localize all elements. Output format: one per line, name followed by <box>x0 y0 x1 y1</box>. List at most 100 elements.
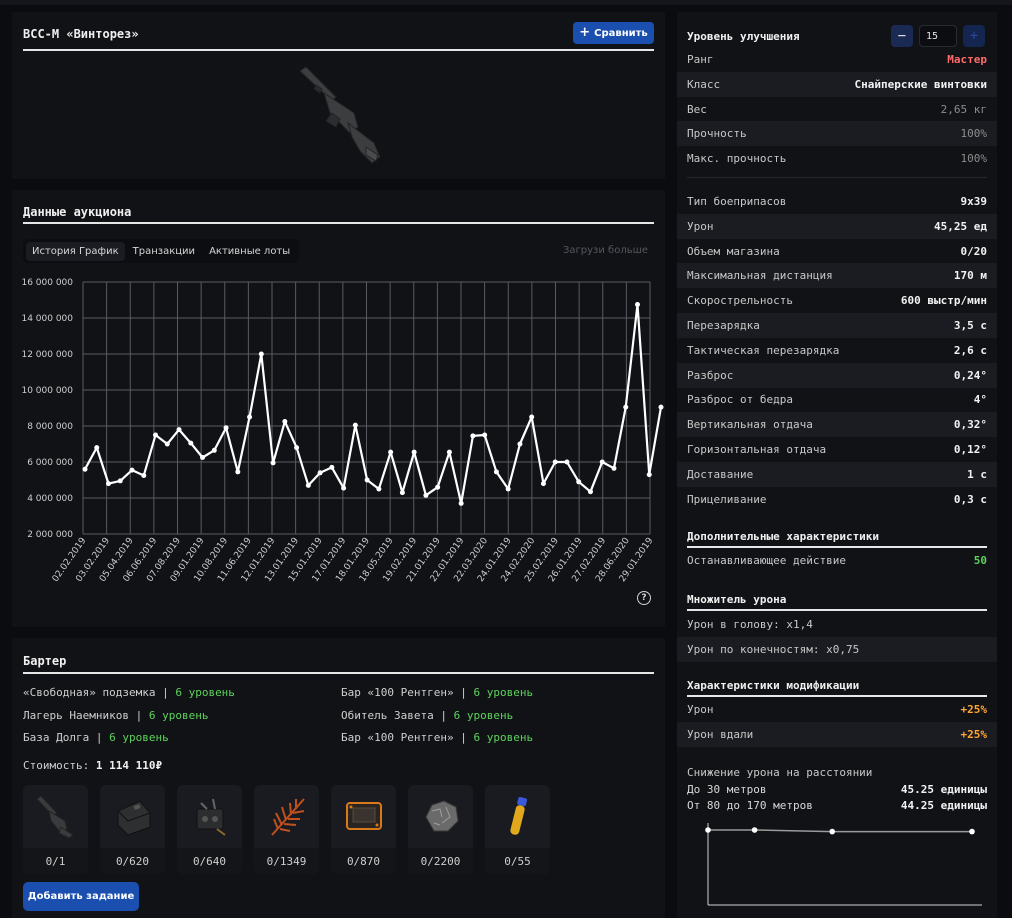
barter-item-fern[interactable]: 0/1349 <box>254 785 319 874</box>
price-line <box>84 303 663 505</box>
price-point <box>364 477 370 483</box>
price-point <box>552 459 558 465</box>
stat-row: Класс Снайперские винтовки <box>677 71 997 97</box>
price-point <box>611 465 617 471</box>
barter-location: Лагерь Наемников | 6 уровень <box>23 709 235 732</box>
ammo-box-icon <box>100 785 165 847</box>
stat-row: Вертикальная отдача 0,32° <box>677 412 997 438</box>
extra-stats-underline <box>687 546 987 548</box>
decrement-button[interactable]: − <box>891 25 913 47</box>
upgrade-level-input[interactable]: 15 <box>919 25 957 47</box>
stat-row: Урон +25% <box>677 697 997 722</box>
barter-underline <box>23 672 654 674</box>
tab-transactions[interactable]: Транзакции <box>132 245 196 257</box>
stat-value: 2,6 с <box>953 343 987 357</box>
mod-stats-underline <box>687 695 987 697</box>
barter-items: 0/1 0/620 0/640 0/1349 0/870 0/2200 0/ <box>23 785 550 874</box>
y-tick-label: 16 000 000 <box>21 278 73 288</box>
tab-history-chart[interactable]: История График <box>26 241 125 261</box>
barter-item-ore[interactable]: 0/2200 <box>408 785 473 874</box>
price-point <box>223 425 229 431</box>
stat-label: Класс <box>687 77 721 91</box>
price-point <box>305 482 311 488</box>
stat-row: Прицеливание 0,3 с <box>677 487 997 512</box>
stat-row: Ранг Мастер <box>677 47 997 72</box>
price-point <box>282 419 288 424</box>
stat-label: Горизонтальная отдача <box>687 443 827 456</box>
item-count: 0/55 <box>485 848 550 874</box>
separator: | <box>440 708 447 722</box>
price-point <box>211 447 217 453</box>
price-point <box>505 486 511 492</box>
help-icon[interactable]: ? <box>637 591 651 605</box>
load-more-link[interactable]: Загрузи больше <box>563 245 648 256</box>
barter-locations-right: Бар «100 Рентген» | 6 уровень Обитель За… <box>341 686 533 754</box>
drop-range: До 30 метров <box>687 783 767 796</box>
y-tick-label: 6 000 000 <box>27 458 73 468</box>
cost-value: 1 114 110₽ <box>95 759 163 772</box>
add-task-button[interactable]: Добавить задание <box>23 882 139 911</box>
stat-label: Останавливающее действие <box>687 554 846 567</box>
barter-location: «Свободная» подземка | 6 уровень <box>23 686 235 709</box>
barter-item-vial[interactable]: 0/55 <box>485 785 550 874</box>
stat-label: Тактическая перезарядка <box>687 343 840 357</box>
price-point <box>446 449 452 455</box>
item-count: 0/620 <box>100 848 165 874</box>
level-badge: 6 уровень <box>453 708 514 722</box>
tab-active-lots[interactable]: Активные лоты <box>209 245 291 257</box>
price-point <box>587 489 593 495</box>
stat-value: 2,65 кг <box>940 102 987 116</box>
auction-tabs: История График Транзакции Активные лоты <box>23 239 300 263</box>
price-point <box>117 478 123 484</box>
barter-item-device[interactable]: 0/640 <box>177 785 242 874</box>
price-point <box>106 481 112 487</box>
plus-icon: + <box>579 25 591 40</box>
stat-value: 100% <box>960 152 988 166</box>
price-point <box>599 459 605 465</box>
compare-button[interactable]: + Сравнить <box>573 22 654 44</box>
y-tick-label: 8 000 000 <box>27 422 73 432</box>
price-point <box>564 459 570 465</box>
y-tick-label: 2 000 000 <box>27 530 73 540</box>
stat-row: Горизонтальная отдача 0,12° <box>677 437 997 462</box>
price-point <box>623 404 629 410</box>
item-count: 0/640 <box>177 848 242 874</box>
price-point <box>517 441 523 447</box>
price-point <box>258 351 264 357</box>
stat-value: 170 м <box>953 269 987 283</box>
location-name: Обитель Завета <box>341 708 434 722</box>
price-history-chart: 2 000 000 4 000 000 6 000 000 8 000 000 10 0… <box>21 278 664 584</box>
stat-row: Перезарядка 3,5 с <box>677 313 997 338</box>
damage-drop-title: Снижение урона на расстоянии <box>687 766 873 779</box>
location-name: Лагерь Наемников <box>23 708 129 722</box>
stat-row: Максимальная дистанция 170 м <box>677 263 997 289</box>
level-badge: 6 уровень <box>175 686 235 699</box>
stat-label: Урон вдали <box>687 727 754 741</box>
stat-value: +25% <box>960 703 988 716</box>
stat-row: Урон в голову: x1,4 <box>677 612 997 637</box>
price-point <box>270 460 276 466</box>
stat-value: 0,32° <box>953 418 987 432</box>
increment-button[interactable]: + <box>963 25 985 47</box>
price-point <box>141 473 147 478</box>
stat-value: 45,25 ед <box>934 219 987 233</box>
drop-range: От 80 до 170 метров <box>687 799 813 812</box>
price-point <box>164 441 170 447</box>
barter-item-box[interactable]: 0/620 <box>100 785 165 874</box>
separator: | <box>162 686 169 699</box>
stat-value: +25% <box>960 727 988 741</box>
price-point <box>129 467 135 473</box>
price-point <box>247 414 253 420</box>
device-icon <box>177 785 242 847</box>
price-point <box>317 470 323 476</box>
stat-label: Прицеливание <box>687 492 767 506</box>
barter-item-case[interactable]: 0/870 <box>331 785 396 874</box>
price-point <box>493 469 499 475</box>
y-tick-label: 12 000 000 <box>21 350 73 360</box>
drop-damage: 45.25 единицы <box>900 783 987 796</box>
damage-drop-chart <box>705 823 982 906</box>
barter-item-rifle[interactable]: 0/1 <box>23 785 88 874</box>
upgrade-level-label: Уровень улучшения <box>687 30 800 43</box>
stat-value: Снайперские винтовки <box>854 77 987 91</box>
price-point <box>82 466 88 472</box>
